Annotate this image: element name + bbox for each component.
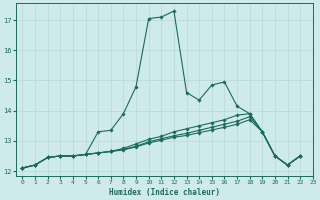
X-axis label: Humidex (Indice chaleur): Humidex (Indice chaleur) (109, 188, 220, 197)
